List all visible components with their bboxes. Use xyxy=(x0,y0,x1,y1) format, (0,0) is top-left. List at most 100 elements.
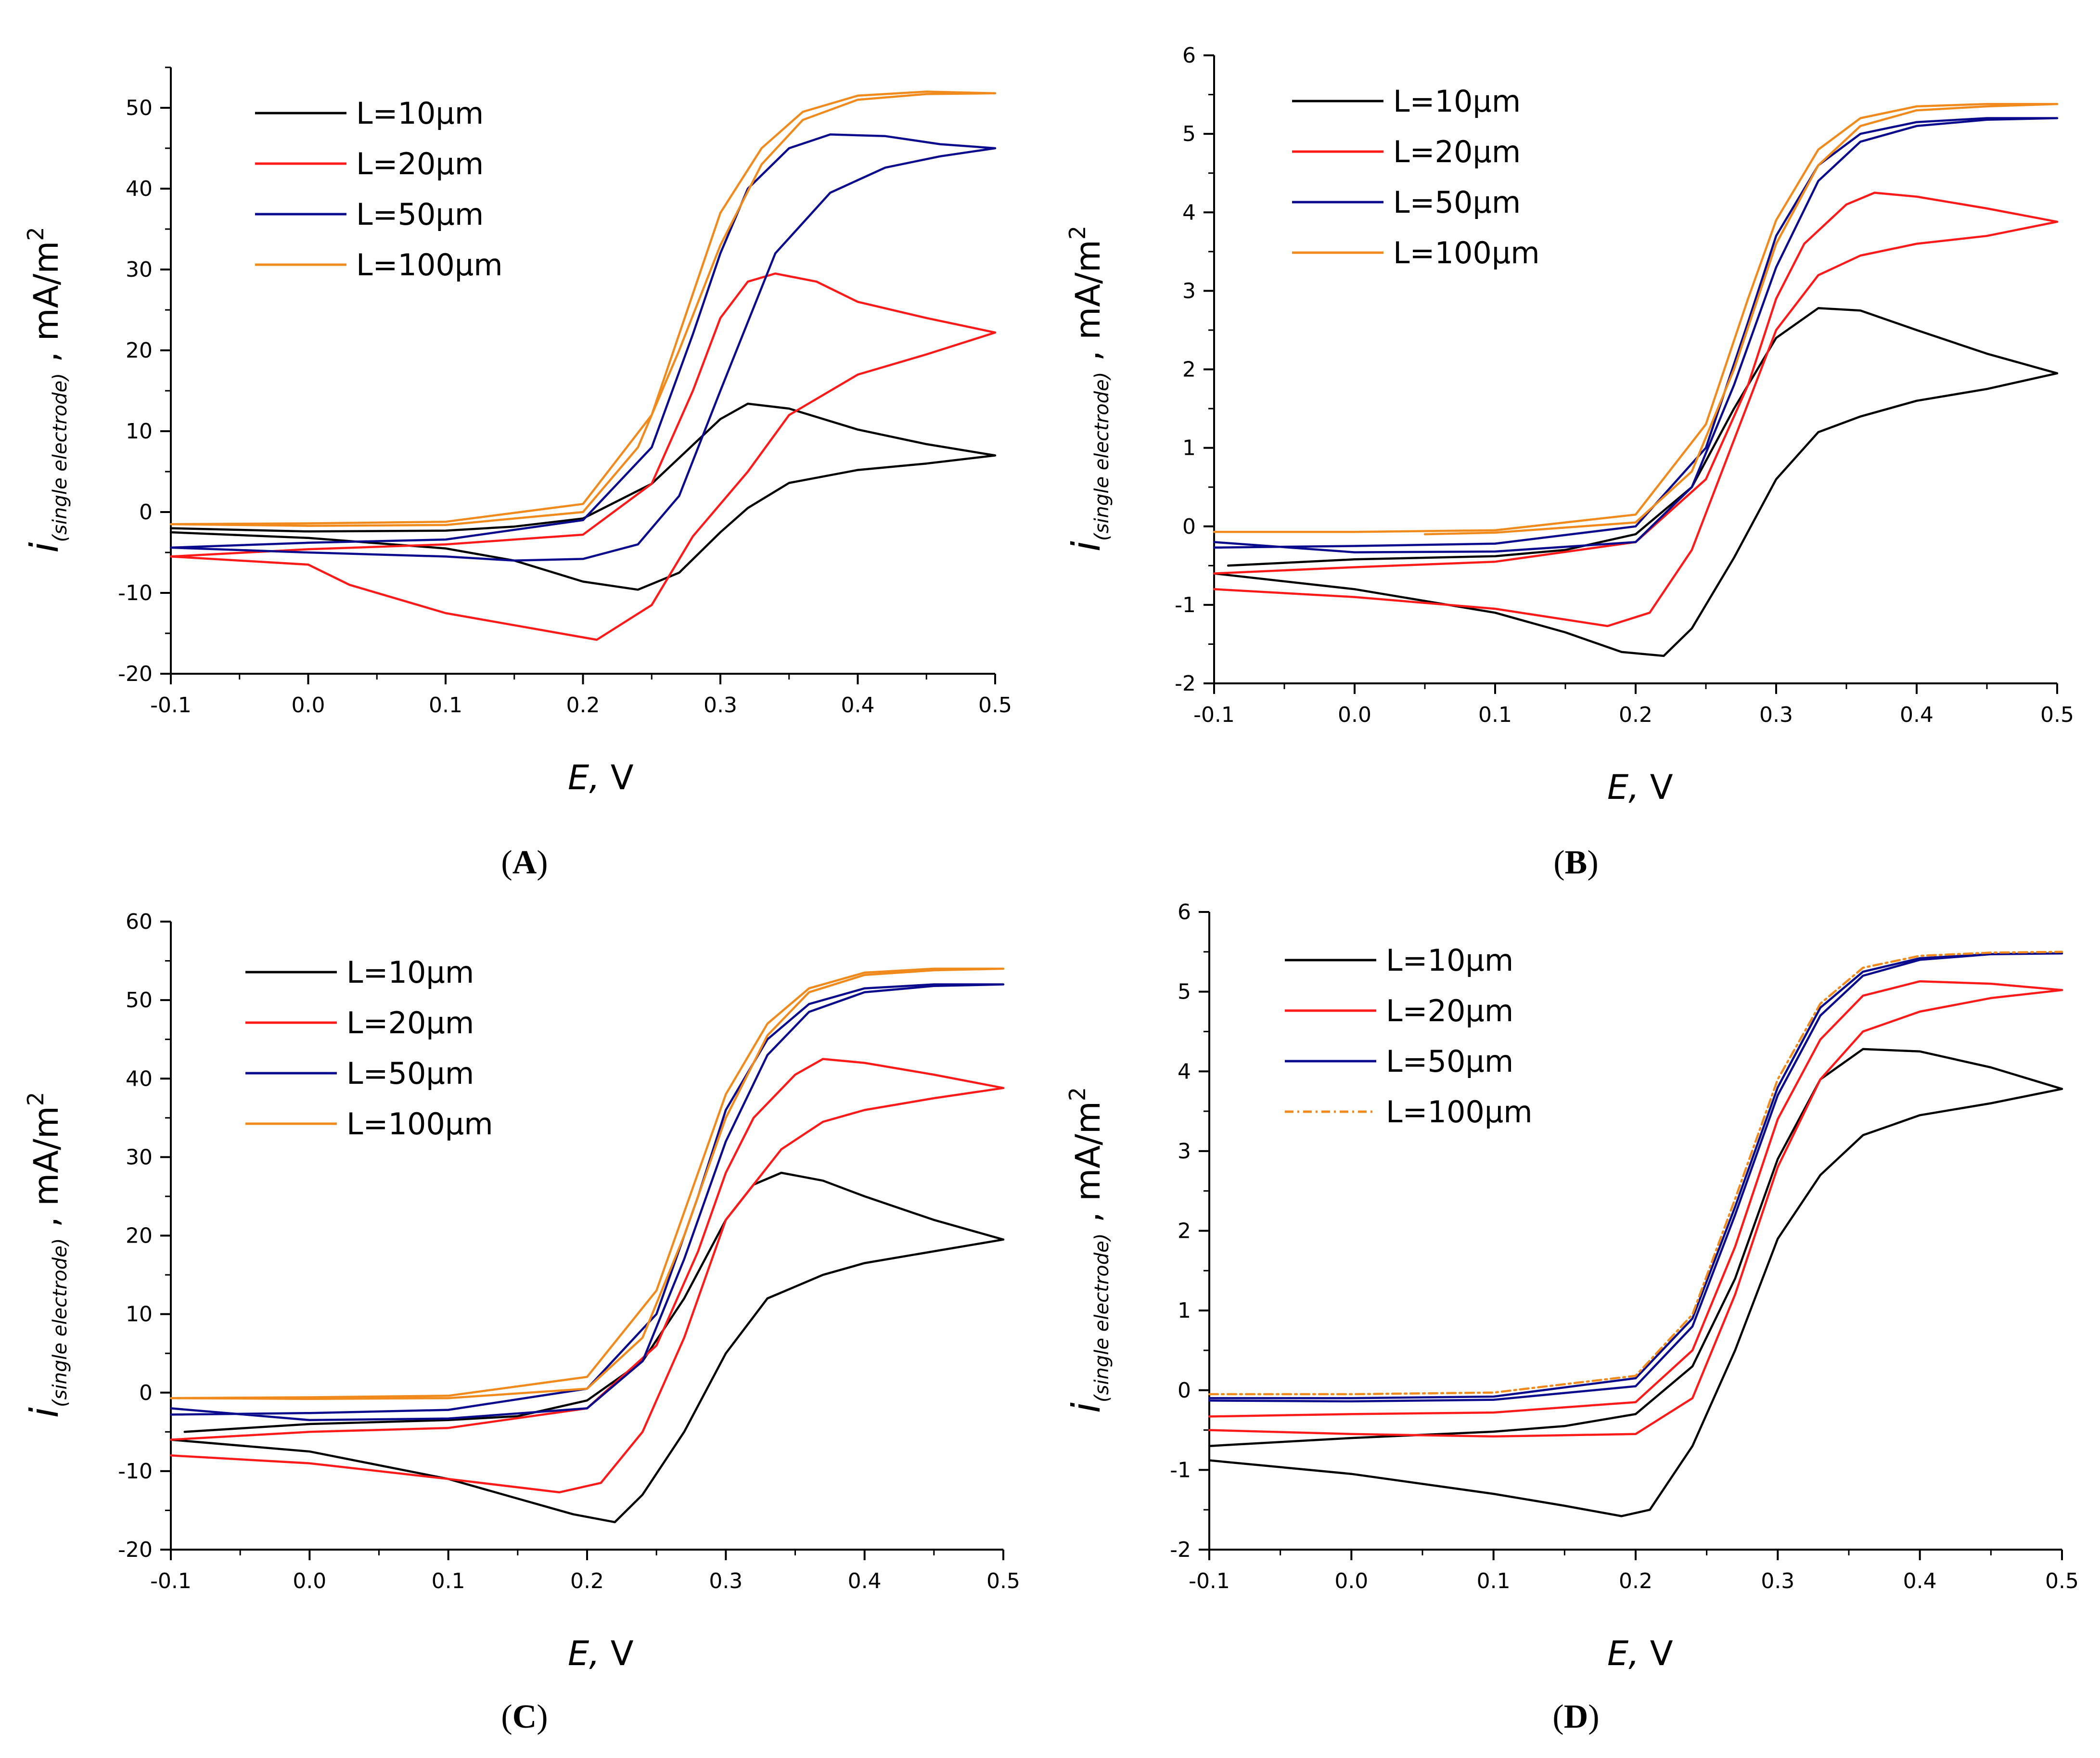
x-tick-label: 0.2 xyxy=(566,693,600,718)
x-tick-label: 0.2 xyxy=(570,1569,604,1593)
x-axis-label: E, V xyxy=(568,1634,634,1673)
panel-label: (C) xyxy=(501,1698,548,1735)
series-line-L-20um xyxy=(169,272,997,641)
y-tick-label: 20 xyxy=(126,1224,153,1248)
series-line-L-50um xyxy=(1208,952,2063,1403)
x-tick-label: 0.3 xyxy=(709,1569,743,1593)
y-tick-label: 1 xyxy=(1178,1298,1191,1323)
legend-label: L=20μm xyxy=(346,1005,474,1040)
x-tick-label: 0.2 xyxy=(1619,1569,1652,1593)
x-tick-label: 0.4 xyxy=(841,693,875,718)
x-tick-label: 0.1 xyxy=(1478,703,1512,727)
y-tick-label: 40 xyxy=(126,177,153,201)
x-tick-label: -0.1 xyxy=(150,693,192,718)
legend-label: L=50μm xyxy=(1386,1044,1513,1079)
y-tick-label: 6 xyxy=(1182,43,1196,68)
legend-label: L=100μm xyxy=(356,247,503,282)
y-axis-label-text: i(single electrode) , mA/m2 xyxy=(1064,226,1113,552)
y-tick-label: 4 xyxy=(1182,200,1196,225)
x-axis-label: E, V xyxy=(1607,768,1673,807)
series-line-L-50um xyxy=(1213,117,2059,553)
legend-label: L=50μm xyxy=(346,1056,474,1091)
y-tick-label: -2 xyxy=(1175,671,1196,696)
legend-label: L=10μm xyxy=(356,96,484,131)
y-tick-label: 5 xyxy=(1178,980,1191,1004)
y-axis-label: i(single electrode) , mA/m2 xyxy=(22,1092,71,1418)
y-tick-label: 5 xyxy=(1182,122,1196,146)
y-tick-label: -20 xyxy=(118,662,153,686)
chart-panel-B: -0.1 0.0 0.1 0.2 0.3 0.4 0.5 -2 -1 0 1 2 3 4 5 6 L=10μm L… xyxy=(1064,43,2074,881)
chart-panel-C: -0.1 0.0 0.1 0.2 0.3 0.4 0.5 -20 -10 0 10 20 30 40 50 6… xyxy=(22,910,1020,1735)
x-tick-label: 0.3 xyxy=(1761,1569,1794,1593)
y-axis-label-text: i(single electrode) , mA/m2 xyxy=(1064,1087,1113,1413)
y-tick-label: -10 xyxy=(118,581,153,605)
x-axis-label: E, V xyxy=(1607,1634,1673,1673)
x-tick-label: 0.5 xyxy=(978,693,1012,718)
x-tick-label: 0.5 xyxy=(986,1569,1020,1593)
y-tick-label: 30 xyxy=(126,1145,153,1169)
series-line-L-10um xyxy=(1208,1048,2063,1517)
y-tick-label: 2 xyxy=(1178,1219,1191,1244)
legend-label: L=20μm xyxy=(1386,993,1513,1028)
x-tick-label: -0.1 xyxy=(150,1569,192,1593)
y-axis-label-text: i(single electrode) , mA/m2 xyxy=(22,227,71,552)
x-tick-label: 0.4 xyxy=(848,1569,882,1593)
x-axis-label: E, V xyxy=(568,758,634,797)
y-axis-label: i(single electrode) , mA/m2 xyxy=(22,227,71,552)
y-tick-label: 20 xyxy=(126,338,153,363)
y-tick-label: 6 xyxy=(1178,900,1191,924)
x-tick-label: 0.1 xyxy=(429,693,462,718)
y-tick-label: 1 xyxy=(1182,436,1196,461)
x-tick-label: 0.0 xyxy=(293,1569,326,1593)
series-line-L-10um xyxy=(169,402,997,591)
legend-label: L=10μm xyxy=(1393,84,1521,119)
series-line-L-100um xyxy=(1208,950,2063,1396)
y-tick-label: 0 xyxy=(1182,514,1196,539)
x-tick-label: 0.3 xyxy=(1759,703,1793,727)
y-tick-label: 60 xyxy=(126,910,153,934)
series-line-L-10um xyxy=(169,1171,1005,1524)
y-tick-label: 50 xyxy=(126,96,153,120)
y-tick-label: -1 xyxy=(1170,1458,1191,1482)
x-tick-label: -0.1 xyxy=(1193,703,1235,727)
legend-label: L=20μm xyxy=(1393,134,1521,169)
y-tick-label: 40 xyxy=(126,1066,153,1091)
y-tick-label: -10 xyxy=(118,1459,153,1484)
x-tick-label: 0.5 xyxy=(2045,1569,2079,1593)
y-tick-label: 3 xyxy=(1182,279,1196,303)
y-tick-label: -2 xyxy=(1170,1538,1191,1562)
legend-label: L=100μm xyxy=(1393,235,1540,270)
y-tick-label: 0 xyxy=(139,500,153,525)
x-tick-label: -0.1 xyxy=(1189,1569,1230,1593)
y-tick-label: 4 xyxy=(1178,1059,1191,1084)
x-tick-label: 0.4 xyxy=(1903,1569,1937,1593)
panel-label: (D) xyxy=(1552,1698,1599,1735)
series-line-L-10um xyxy=(1213,307,2059,657)
panel-label: (A) xyxy=(501,844,548,881)
legend-label: L=100μm xyxy=(1386,1094,1533,1129)
x-tick-label: 0.0 xyxy=(292,693,325,718)
legend-label: L=50μm xyxy=(356,197,484,232)
series-line-L-20um xyxy=(1213,192,2059,628)
y-tick-label: 3 xyxy=(1178,1139,1191,1164)
series-line-L-100um xyxy=(1213,103,2059,536)
legend-label: L=20μm xyxy=(356,146,484,181)
y-tick-label: 10 xyxy=(126,1302,153,1327)
legend-label: L=10μm xyxy=(346,955,474,990)
y-tick-label: 0 xyxy=(139,1381,153,1405)
panel-label: (B) xyxy=(1553,844,1598,881)
legend-label: L=10μm xyxy=(1386,943,1513,978)
y-tick-label: 10 xyxy=(126,419,153,444)
y-tick-label: 30 xyxy=(126,257,153,282)
y-axis-label: i(single electrode) , mA/m2 xyxy=(1064,1087,1113,1413)
y-tick-label: 50 xyxy=(126,988,153,1013)
series-line-L-20um xyxy=(169,1058,1005,1494)
legend-label: L=100μm xyxy=(346,1106,493,1142)
series-line-L-50um xyxy=(169,983,1005,1422)
y-tick-label: -1 xyxy=(1175,593,1196,617)
y-tick-label: 2 xyxy=(1182,358,1196,382)
x-tick-label: 0.5 xyxy=(2040,703,2074,727)
series-line-L-20um xyxy=(1208,980,2063,1438)
x-tick-label: 0.3 xyxy=(704,693,737,718)
